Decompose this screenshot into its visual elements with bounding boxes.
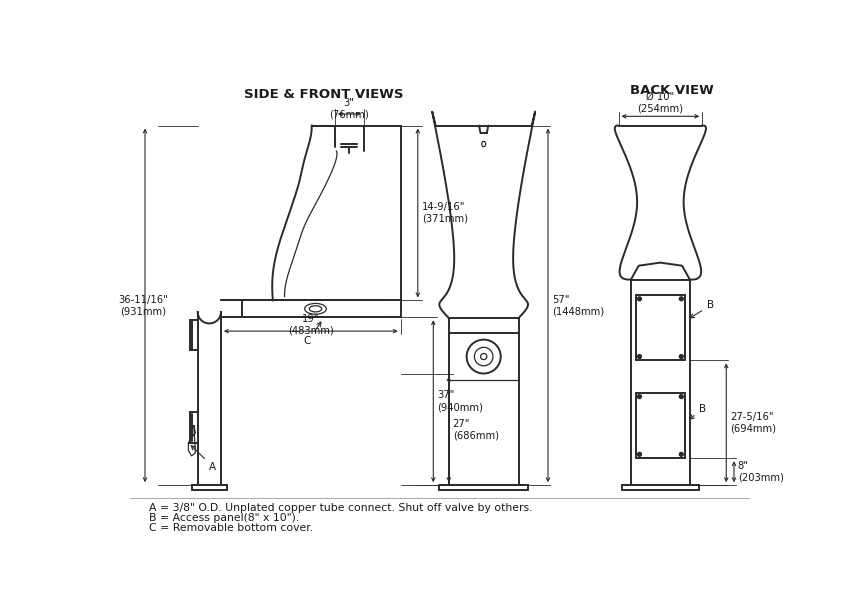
Circle shape: [679, 395, 683, 398]
Circle shape: [638, 395, 642, 398]
Text: B: B: [690, 404, 706, 419]
Text: 36-11/16"
(931mm): 36-11/16" (931mm): [118, 295, 168, 316]
Text: 27"
(686mm): 27" (686mm): [453, 418, 499, 440]
Text: B = Access panel(8" x 10").: B = Access panel(8" x 10").: [149, 513, 299, 523]
Text: B: B: [690, 301, 714, 318]
Polygon shape: [189, 425, 196, 456]
Text: BACK VIEW: BACK VIEW: [630, 84, 714, 96]
Text: A = 3/8" O.D. Unplated copper tube connect. Shut off valve by others.: A = 3/8" O.D. Unplated copper tube conne…: [149, 503, 532, 513]
Text: C: C: [304, 322, 321, 346]
Text: C = Removable bottom cover.: C = Removable bottom cover.: [149, 523, 313, 533]
Text: 14-9/16"
(371mm): 14-9/16" (371mm): [422, 202, 468, 224]
Circle shape: [638, 354, 642, 359]
Circle shape: [467, 340, 501, 373]
Text: A: A: [191, 446, 217, 472]
Text: 8"
(203mm): 8" (203mm): [738, 461, 784, 483]
Text: 57"
(1448mm): 57" (1448mm): [552, 295, 604, 316]
Circle shape: [679, 453, 683, 456]
Text: 37"
(940mm): 37" (940mm): [437, 390, 483, 412]
Circle shape: [638, 297, 642, 301]
Circle shape: [679, 297, 683, 301]
Text: 19"
(483mm): 19" (483mm): [288, 314, 334, 336]
Ellipse shape: [482, 142, 485, 147]
Circle shape: [474, 347, 493, 366]
Text: Ø 10"
(254mm): Ø 10" (254mm): [638, 92, 683, 113]
Ellipse shape: [309, 306, 321, 312]
Text: 3"
(76mm): 3" (76mm): [329, 98, 369, 120]
Circle shape: [679, 354, 683, 359]
Text: SIDE & FRONT VIEWS: SIDE & FRONT VIEWS: [243, 88, 403, 101]
Ellipse shape: [304, 303, 326, 314]
Text: 27-5/16"
(694mm): 27-5/16" (694mm): [730, 412, 776, 434]
Circle shape: [638, 453, 642, 456]
Circle shape: [480, 353, 487, 360]
